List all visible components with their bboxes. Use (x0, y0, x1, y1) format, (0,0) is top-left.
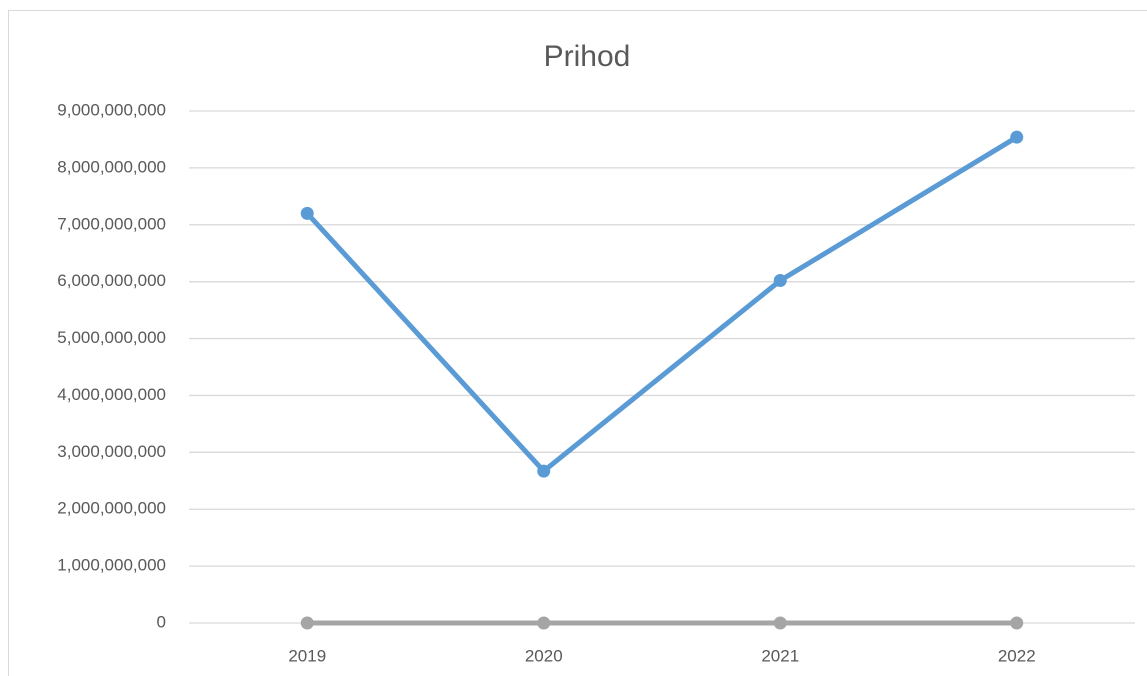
x-tick-label: 2020 (525, 646, 563, 665)
y-tick-label: 9,000,000,000 (57, 100, 166, 119)
point-marker (1010, 616, 1024, 630)
y-tick-label: 1,000,000,000 (57, 556, 166, 575)
chart-title: Prihod (544, 40, 631, 73)
y-tick-label: 6,000,000,000 (57, 271, 166, 290)
point-marker (300, 206, 314, 220)
y-tick-label: 2,000,000,000 (57, 499, 166, 518)
point-marker (537, 616, 551, 630)
chart-frame (8, 10, 1147, 676)
y-tick-label: 0 (157, 612, 166, 631)
x-tick-label: 2022 (998, 646, 1036, 665)
point-marker (537, 464, 551, 478)
x-tick-label: 2019 (288, 646, 326, 665)
y-tick-label: 4,000,000,000 (57, 385, 166, 404)
series-line (305, 135, 1019, 474)
point-marker (300, 616, 314, 630)
y-tick-label: 7,000,000,000 (57, 214, 166, 233)
point-marker (773, 616, 787, 630)
point-marker (1010, 130, 1024, 144)
y-tick-label: 8,000,000,000 (57, 157, 166, 176)
x-tick-label: 2021 (761, 646, 799, 665)
point-marker (773, 274, 787, 288)
y-tick-label: 5,000,000,000 (57, 328, 166, 347)
y-tick-label: 3,000,000,000 (57, 442, 166, 461)
